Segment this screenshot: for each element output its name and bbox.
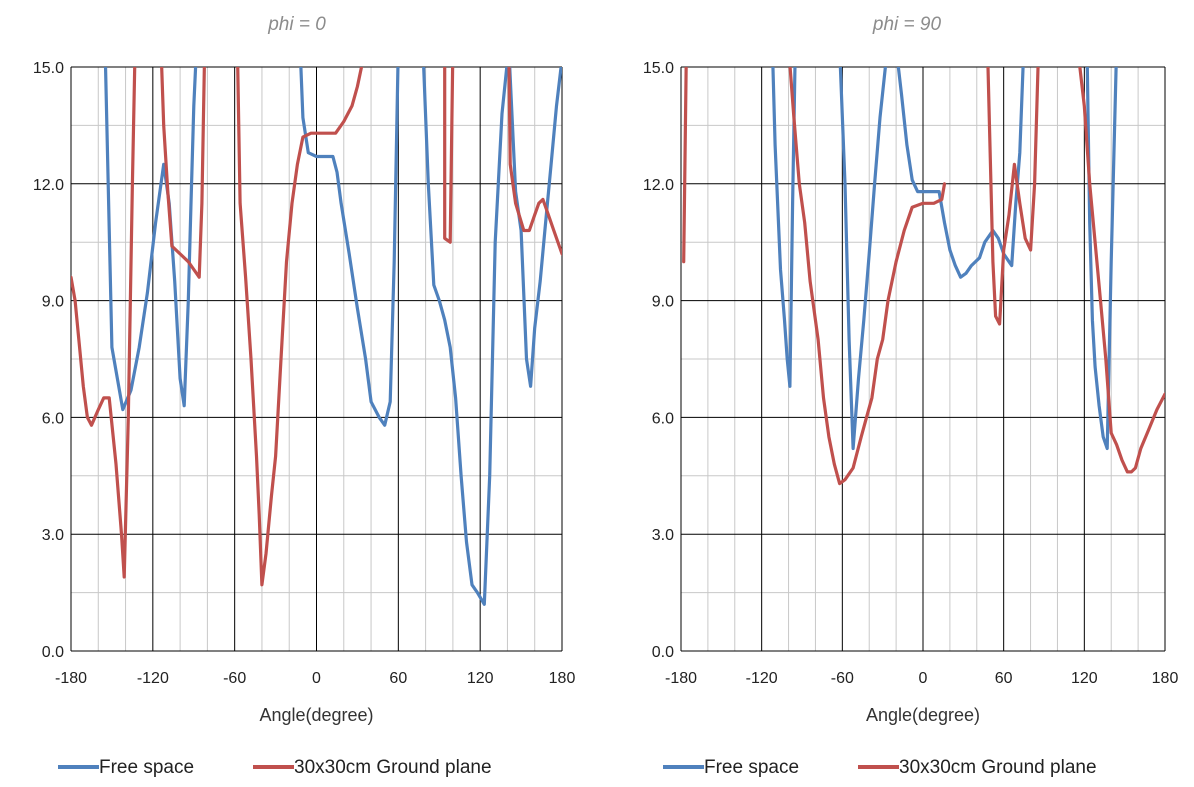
- chart-panel-2: phi = 90 0.0 3.0 6.0 9.0 12.0 15.0 -180 -120 -60 0…: [643, 14, 1179, 778]
- legend-label: 30x30cm Ground plane: [294, 757, 492, 778]
- major-gridlines: [70, 66, 563, 652]
- free-space-line: [771, 67, 1118, 451]
- major-gridlines: [680, 66, 1166, 652]
- chart-title: phi = 90: [872, 14, 942, 35]
- series-group: [71, 67, 562, 606]
- x-tick-label: 60: [389, 670, 407, 687]
- y-tick-label: 0.0: [652, 644, 674, 661]
- x-tick-label: 180: [1152, 670, 1179, 687]
- chart-panel-1: phi = 0 0.0 3.0 6.0 9.0 12.0 15.0 -180 -120 -60 0 6…: [33, 14, 576, 778]
- free-space-line: [103, 67, 562, 606]
- legend-ground-plane: 30x30cm Ground plane: [858, 757, 1097, 778]
- legend: Free space 30x30cm Ground plane: [663, 757, 1097, 778]
- y-tick-label: 3.0: [652, 527, 674, 544]
- x-tick-label: -60: [223, 670, 246, 687]
- y-tick-label: 9.0: [652, 294, 674, 311]
- y-tick-label: 12.0: [643, 177, 674, 194]
- y-tick-label: 12.0: [33, 177, 64, 194]
- y-tick-label: 3.0: [42, 527, 64, 544]
- y-tick-label: 15.0: [33, 60, 64, 77]
- legend: Free space 30x30cm Ground plane: [58, 757, 492, 778]
- x-tick-label: 60: [995, 670, 1013, 687]
- x-axis-label: Angle(degree): [259, 705, 373, 725]
- ground-plane-line: [682, 67, 1165, 486]
- y-tick-label: 6.0: [42, 410, 64, 427]
- x-tick-label: 180: [549, 670, 576, 687]
- x-axis-label: Angle(degree): [866, 705, 980, 725]
- x-tick-label: 120: [467, 670, 494, 687]
- legend-free-space: Free space: [663, 757, 799, 778]
- legend-label: 30x30cm Ground plane: [899, 757, 1097, 778]
- y-tick-label: 6.0: [652, 410, 674, 427]
- x-tick-label: -120: [137, 670, 169, 687]
- x-tick-label: 0: [312, 670, 321, 687]
- x-tick-label: -60: [831, 670, 854, 687]
- legend-free-space: Free space: [58, 757, 194, 778]
- chart-title: phi = 0: [267, 14, 326, 35]
- series-group: [682, 67, 1165, 486]
- x-tick-label: 120: [1071, 670, 1098, 687]
- y-tick-label: 15.0: [643, 60, 674, 77]
- legend-label: Free space: [99, 757, 194, 778]
- x-tick-label: -180: [665, 670, 697, 687]
- y-tick-label: 0.0: [42, 644, 64, 661]
- x-tick-label: -180: [55, 670, 87, 687]
- y-tick-label: 9.0: [42, 294, 64, 311]
- legend-ground-plane: 30x30cm Ground plane: [253, 757, 492, 778]
- x-tick-label: -120: [746, 670, 778, 687]
- x-tick-label: 0: [919, 670, 928, 687]
- ground-plane-line: [71, 67, 562, 587]
- legend-label: Free space: [704, 757, 799, 778]
